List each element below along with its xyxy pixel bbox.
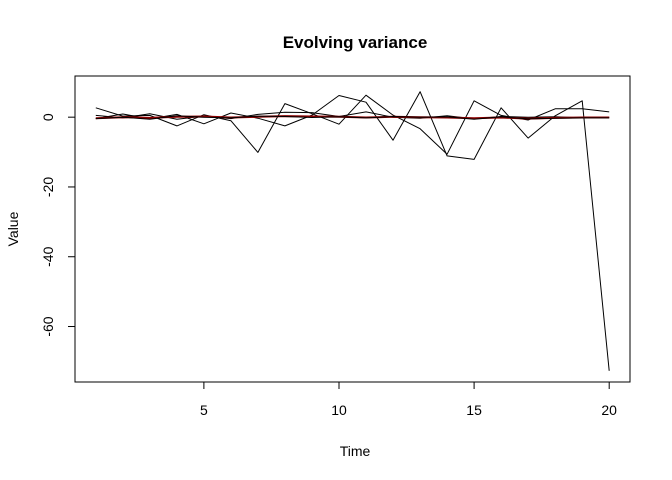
x-tick-label: 5 (200, 402, 208, 418)
y-tick-label: -60 (40, 316, 56, 336)
series-line-3 (95, 111, 610, 120)
series-line-5 (95, 115, 610, 120)
series-line-2 (95, 91, 610, 371)
series-layer (95, 91, 610, 371)
y-tick-label: -20 (40, 177, 56, 197)
plot-frame (74, 75, 631, 383)
chart-title: Evolving variance (283, 33, 428, 52)
x-tick-label: 20 (601, 402, 617, 418)
y-axis: 0 -20 -40 -60 (40, 113, 76, 337)
y-tick-label: 0 (40, 113, 56, 121)
y-tick-label: -40 (40, 246, 56, 266)
y-axis-label: Value (5, 211, 21, 246)
x-tick-label: 15 (466, 402, 482, 418)
series-line-1 (95, 94, 610, 155)
x-tick-label: 10 (331, 402, 347, 418)
x-axis: 5 10 15 20 (200, 381, 617, 418)
x-axis-label: Time (340, 443, 371, 459)
